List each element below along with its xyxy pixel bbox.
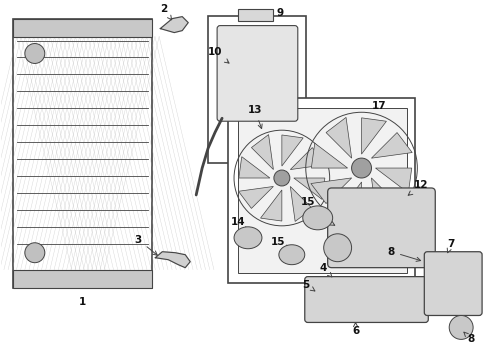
Text: 5: 5 — [302, 280, 315, 291]
Ellipse shape — [279, 245, 305, 265]
Polygon shape — [160, 17, 188, 32]
Polygon shape — [311, 143, 347, 168]
Bar — [208, 15, 306, 163]
FancyBboxPatch shape — [328, 188, 435, 268]
Bar — [13, 270, 152, 288]
Polygon shape — [239, 157, 270, 178]
FancyBboxPatch shape — [217, 26, 298, 121]
Circle shape — [274, 170, 290, 186]
Polygon shape — [371, 132, 412, 158]
Text: 8: 8 — [388, 247, 420, 261]
Polygon shape — [261, 190, 282, 221]
Text: 1: 1 — [79, 297, 86, 306]
Polygon shape — [251, 135, 273, 170]
Text: 15: 15 — [300, 197, 316, 212]
Polygon shape — [155, 252, 190, 268]
Polygon shape — [239, 186, 273, 208]
Text: 10: 10 — [208, 48, 229, 63]
Circle shape — [449, 315, 473, 339]
Bar — [238, 108, 407, 273]
Text: 17: 17 — [372, 101, 387, 111]
Polygon shape — [375, 168, 412, 193]
Text: 12: 12 — [408, 180, 429, 195]
Text: 2: 2 — [160, 4, 172, 20]
Polygon shape — [290, 186, 312, 221]
Text: 6: 6 — [352, 323, 359, 336]
Bar — [13, 19, 152, 288]
Circle shape — [25, 44, 45, 63]
Polygon shape — [362, 118, 387, 154]
Text: 14: 14 — [231, 217, 248, 231]
Ellipse shape — [303, 206, 333, 230]
Text: 15: 15 — [270, 237, 289, 249]
Text: 4: 4 — [319, 263, 332, 277]
Polygon shape — [311, 178, 352, 203]
Text: 11: 11 — [315, 213, 335, 225]
Polygon shape — [337, 182, 362, 218]
Circle shape — [25, 243, 45, 263]
Polygon shape — [282, 135, 303, 166]
Text: 9: 9 — [276, 8, 283, 18]
Circle shape — [324, 234, 352, 262]
Text: 3: 3 — [135, 235, 157, 255]
FancyBboxPatch shape — [424, 252, 482, 315]
Circle shape — [352, 158, 371, 178]
Polygon shape — [290, 148, 325, 170]
Bar — [238, 9, 273, 21]
Polygon shape — [371, 178, 397, 219]
Text: 7: 7 — [447, 239, 455, 253]
Ellipse shape — [234, 227, 262, 249]
FancyBboxPatch shape — [305, 276, 428, 323]
Bar — [13, 19, 152, 37]
Text: 8: 8 — [464, 332, 475, 345]
Text: 16: 16 — [340, 230, 355, 243]
Polygon shape — [326, 117, 352, 158]
Bar — [228, 98, 416, 283]
Polygon shape — [294, 178, 325, 199]
Text: 13: 13 — [248, 105, 262, 129]
